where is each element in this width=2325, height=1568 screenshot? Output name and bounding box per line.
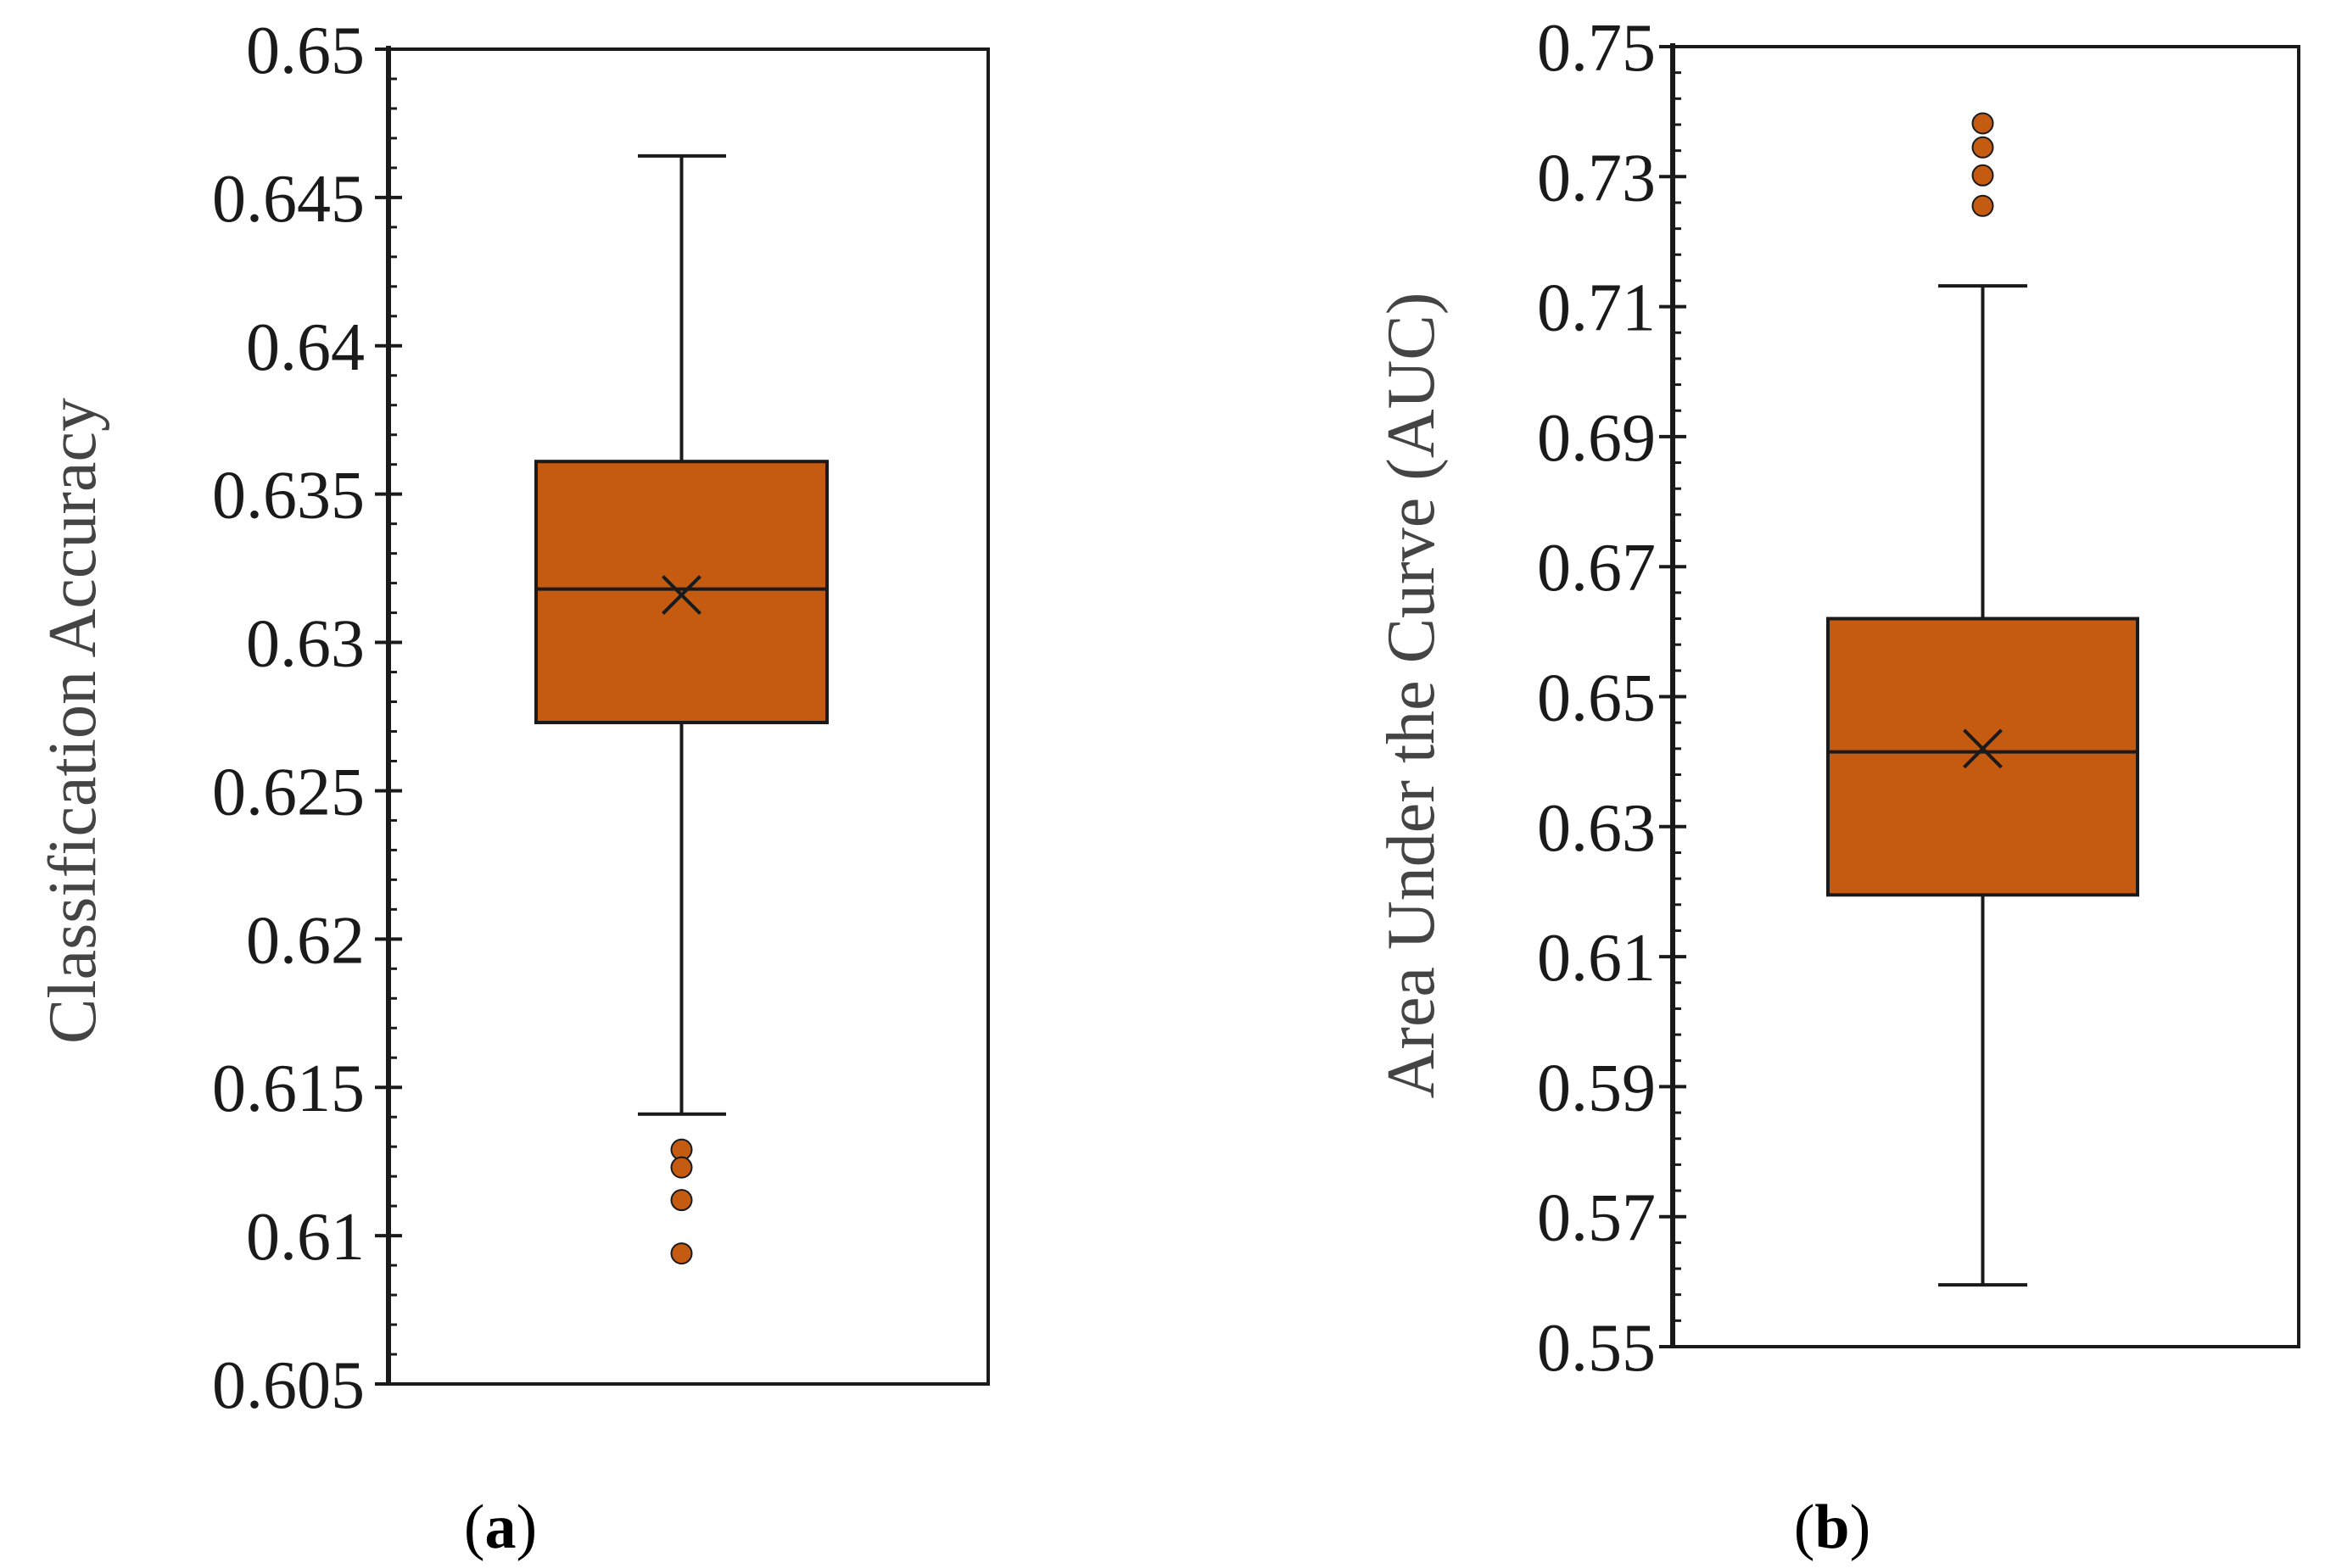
y-axis-title-a: Classification Accuracy [36, 398, 110, 1044]
iqr-box-b [1826, 617, 2139, 897]
y-tick-label-a: 0.65 [246, 14, 365, 88]
outlier-point-a [670, 1189, 693, 1212]
outlier-point-a [670, 1242, 693, 1265]
y-tick-label-b: 0.71 [1537, 271, 1656, 346]
mean-marker-a [662, 575, 701, 616]
plot-area-b: 0.55 0.57 0.59 0.61 0.63 0.65 0.67 0.69 0.71 0.73… [1537, 11, 2300, 1386]
outlier-point-b [1971, 164, 1994, 187]
y-tick-label-a: 0.62 [246, 903, 365, 978]
panel-label-b-close: ) [1850, 1493, 1871, 1562]
iqr-box-a [534, 460, 829, 724]
panel-label-a-close: ) [517, 1493, 538, 1562]
y-tick-label-b: 0.69 [1537, 401, 1656, 476]
outlier-point-b [1971, 112, 1994, 135]
outlier-point-b [1971, 194, 1994, 217]
panel-label-b-letter: b [1814, 1493, 1849, 1562]
panel-a-accuracy-boxplot: 0.605 0.61 0.615 0.62 0.625 0.63 0.635 0.64 0.64… [36, 14, 990, 1562]
y-tick-label-b: 0.73 [1537, 141, 1656, 215]
mean-marker-b [1963, 728, 2003, 769]
y-tick-label-b: 0.65 [1537, 661, 1656, 736]
y-tick-label-a: 0.645 [212, 162, 365, 237]
outlier-point-a [670, 1156, 693, 1179]
panel-label-b: (b) [1794, 1493, 1870, 1562]
mean-marker-stroke-b [1963, 728, 2003, 769]
y-tick-label-a: 0.64 [246, 310, 365, 385]
y-tick-label-b: 0.75 [1537, 11, 1656, 86]
y-tick-label-b: 0.63 [1537, 791, 1656, 866]
y-tick-label-a: 0.61 [246, 1200, 365, 1275]
panel-label-a-open: ( [464, 1493, 485, 1562]
y-axis-title-b: Area Under the Curve (AUC) [1374, 293, 1449, 1099]
y-tick-label-b: 0.57 [1537, 1181, 1656, 1256]
y-tick-label-a: 0.615 [212, 1052, 365, 1126]
y-tick-label-b: 0.55 [1537, 1311, 1656, 1386]
outlier-point-b [1971, 136, 1994, 159]
panel-label-b-open: ( [1794, 1493, 1815, 1562]
mean-marker-stroke-a [662, 575, 701, 616]
y-tick-label-b: 0.59 [1537, 1051, 1656, 1125]
y-tick-label-b: 0.67 [1537, 531, 1656, 605]
panel-label-a: (a) [464, 1493, 537, 1562]
panel-b-auc-boxplot: 0.55 0.57 0.59 0.61 0.63 0.65 0.67 0.69 0.71 0.73… [1374, 11, 2300, 1562]
y-tick-label-a: 0.625 [212, 755, 365, 829]
y-tick-label-b: 0.61 [1537, 921, 1656, 996]
y-tick-label-a: 0.635 [212, 459, 365, 533]
y-tick-label-a: 0.605 [212, 1348, 365, 1423]
panel-label-a-letter: a [485, 1493, 517, 1562]
y-tick-label-a: 0.63 [246, 607, 365, 682]
plot-area-a: 0.605 0.61 0.615 0.62 0.625 0.63 0.635 0.64 0.64… [212, 14, 990, 1423]
